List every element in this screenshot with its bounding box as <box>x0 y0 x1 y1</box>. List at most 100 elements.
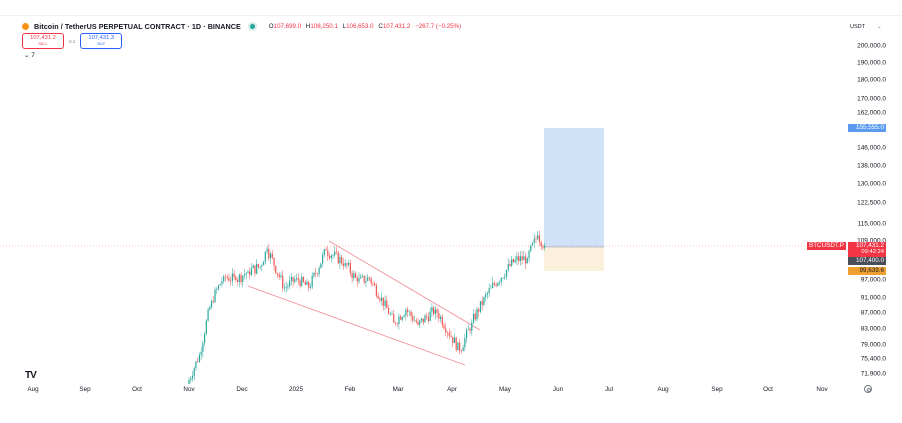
candle <box>214 289 216 302</box>
candle <box>537 235 539 240</box>
wedge-lower-line[interactable] <box>247 285 466 366</box>
last-price-value: 107,431.2 <box>855 242 884 249</box>
candle <box>257 264 259 268</box>
candle <box>356 277 358 282</box>
candle <box>363 275 365 283</box>
candle <box>538 235 541 242</box>
candle <box>254 265 256 274</box>
candle <box>476 309 478 320</box>
candle <box>417 322 419 325</box>
candle <box>238 274 240 282</box>
candle <box>524 256 527 264</box>
candle <box>483 297 485 305</box>
candle <box>221 281 223 285</box>
candle <box>212 301 214 302</box>
chevron-down-icon: ⌄ <box>876 24 882 30</box>
candle <box>249 271 251 275</box>
last-price-tag: 107,431.2 09:42:24 <box>848 242 886 257</box>
candle <box>514 259 516 263</box>
candle <box>360 276 362 279</box>
candle <box>365 280 367 283</box>
candle <box>301 277 303 286</box>
price-tick-label: 109,000.0 <box>857 237 886 245</box>
candle <box>462 347 464 352</box>
candle <box>415 320 417 323</box>
candle <box>226 277 228 279</box>
candle <box>235 276 237 280</box>
candle <box>247 271 249 274</box>
candle <box>245 273 247 275</box>
candle <box>372 283 374 284</box>
candle <box>460 350 462 352</box>
candle <box>285 286 287 288</box>
candle <box>540 241 542 247</box>
candle <box>224 276 227 278</box>
candle <box>349 263 351 273</box>
candle <box>278 274 280 277</box>
candle <box>289 280 291 287</box>
currency-selector[interactable]: USDT ⌄ <box>850 24 882 30</box>
stop-zone[interactable] <box>544 247 604 271</box>
target-zone[interactable] <box>544 128 604 247</box>
candle <box>256 264 258 274</box>
close-value: 107,431.2 <box>382 23 411 30</box>
candle <box>304 281 306 285</box>
price-tick-label: 146,000.0 <box>857 144 886 152</box>
bar-countdown: 09:42:24 <box>861 249 884 255</box>
candle <box>429 311 431 321</box>
time-tick-label: Nov <box>183 386 195 393</box>
candle <box>353 273 355 279</box>
candle <box>479 301 482 312</box>
candle <box>439 316 442 319</box>
candle <box>512 259 515 263</box>
candle <box>323 249 325 255</box>
price-tick-label: 115,000.0 <box>857 220 886 228</box>
tradingview-logo-icon[interactable]: TV <box>25 370 37 381</box>
candle <box>502 277 504 279</box>
trade-buttons: 107,431.2 SELL 0.1 107,431.3 BUY <box>22 33 123 49</box>
high-label: H <box>305 23 311 30</box>
candle <box>452 336 454 344</box>
settings-icon[interactable] <box>864 385 872 393</box>
candle <box>216 289 218 290</box>
candle <box>230 281 232 282</box>
candle <box>197 361 199 362</box>
open-value: 107,699.0 <box>273 23 302 30</box>
candle <box>374 283 376 286</box>
symbol-header: Bitcoin / TetherUS PERPETUAL CONTRACT · … <box>22 22 461 31</box>
change-value: −267.7 (−0.25%) <box>415 23 462 30</box>
candle <box>413 320 416 322</box>
indicators-toggle[interactable]: ⌄ 7 <box>24 52 35 59</box>
candle <box>195 361 197 369</box>
candle <box>542 246 544 248</box>
candle <box>382 297 384 307</box>
candle <box>526 258 528 264</box>
time-tick-label: Oct <box>132 386 142 393</box>
price-tick-label: 180,000.0 <box>857 76 886 84</box>
candle <box>420 318 423 321</box>
symbol-title[interactable]: Bitcoin / TetherUS PERPETUAL CONTRACT · … <box>34 22 241 31</box>
time-tick-label: Sep <box>79 386 91 393</box>
low-label: L <box>342 23 347 30</box>
stop-price-tag: 99,639.6 <box>848 267 886 275</box>
wedge-upper-line[interactable] <box>328 240 481 331</box>
candle <box>450 335 452 337</box>
candle <box>426 315 428 317</box>
candle <box>219 284 221 286</box>
buy-button[interactable]: 107,431.3 BUY <box>80 33 123 49</box>
candle <box>309 287 312 288</box>
candle <box>190 378 192 381</box>
candle <box>276 273 279 275</box>
candle <box>259 266 261 268</box>
candle <box>370 278 372 284</box>
candle <box>436 309 438 314</box>
candle <box>292 277 294 282</box>
candle <box>393 313 395 323</box>
candle <box>457 342 459 351</box>
candle <box>380 297 383 301</box>
candle <box>377 295 379 299</box>
candle <box>398 316 400 324</box>
sell-button[interactable]: 107,431.2 SELL <box>22 33 64 49</box>
candle <box>490 287 492 289</box>
